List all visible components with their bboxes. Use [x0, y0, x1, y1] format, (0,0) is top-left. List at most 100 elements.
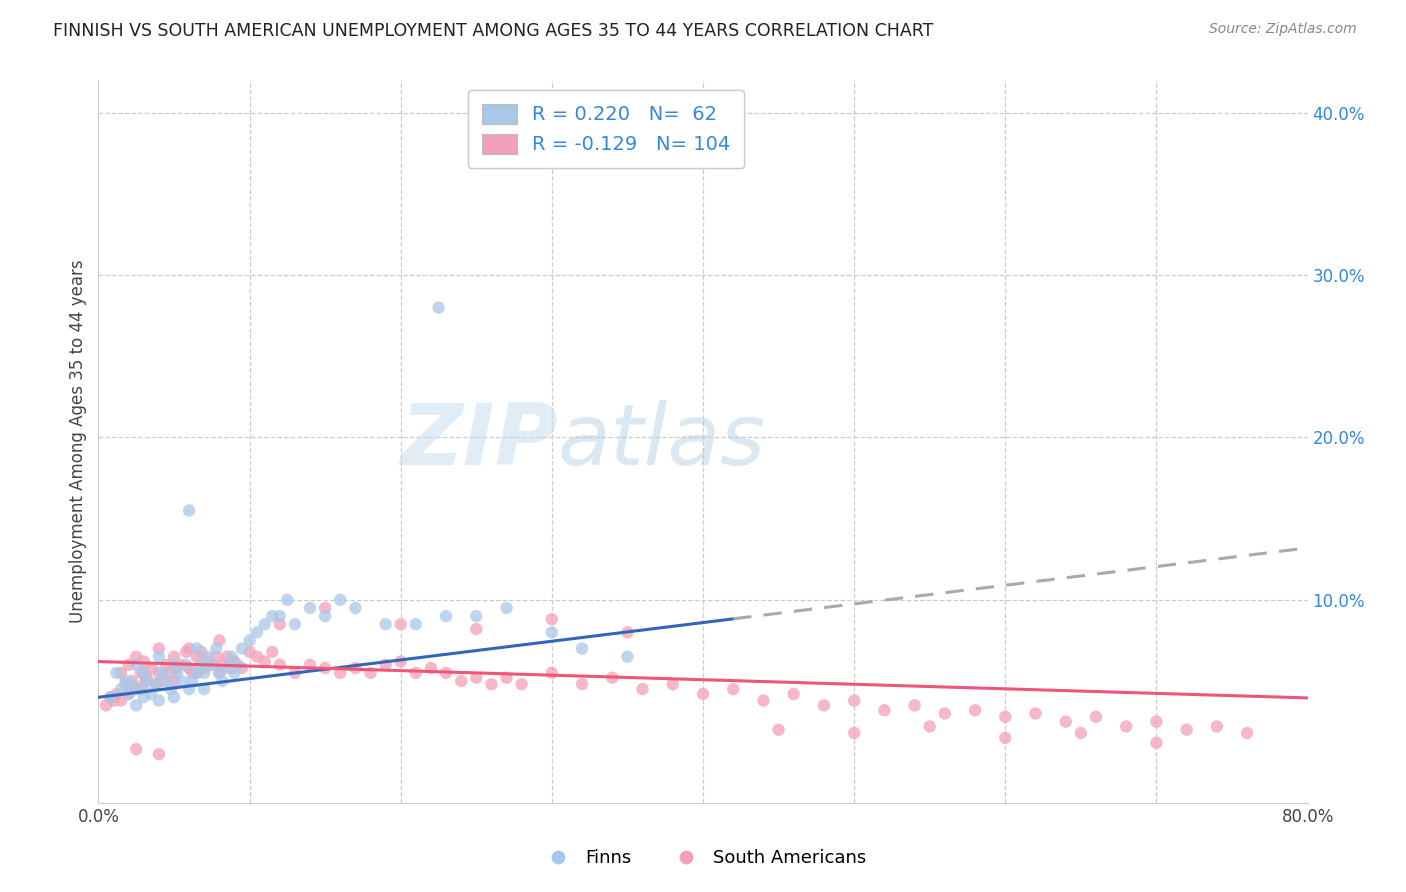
Point: [844, 726, 866, 740]
Point: [450, 673, 472, 688]
Point: [495, 671, 517, 685]
Point: [121, 677, 143, 691]
Point: [208, 665, 231, 680]
Point: [179, 661, 201, 675]
Point: [163, 690, 186, 705]
Point: [186, 641, 208, 656]
Point: [299, 601, 322, 615]
Point: [160, 682, 183, 697]
Point: [125, 682, 148, 697]
Point: [231, 661, 253, 675]
Point: [163, 649, 186, 664]
Point: [148, 649, 170, 664]
Point: [150, 673, 173, 688]
Point: [465, 609, 488, 624]
Point: [389, 617, 412, 632]
Point: [125, 657, 148, 672]
Point: [965, 703, 987, 717]
Point: [616, 625, 638, 640]
Point: [661, 677, 683, 691]
Point: [389, 655, 412, 669]
Point: [215, 661, 238, 675]
Point: [129, 682, 152, 697]
Point: [540, 625, 562, 640]
Point: [495, 601, 517, 615]
Point: [132, 665, 155, 680]
Point: [148, 641, 170, 656]
Point: [253, 617, 276, 632]
Point: [181, 673, 204, 688]
Point: [148, 747, 170, 761]
Point: [132, 655, 155, 669]
Point: [114, 673, 136, 688]
Point: [873, 703, 896, 717]
Point: [181, 665, 204, 680]
Point: [299, 657, 322, 672]
Point: [752, 693, 775, 707]
Point: [114, 677, 136, 691]
Point: [465, 671, 488, 685]
Point: [269, 657, 291, 672]
Point: [135, 673, 157, 688]
Point: [329, 665, 352, 680]
Text: FINNISH VS SOUTH AMERICAN UNEMPLOYMENT AMONG AGES 35 TO 44 YEARS CORRELATION CHA: FINNISH VS SOUTH AMERICAN UNEMPLOYMENT A…: [53, 22, 934, 40]
Point: [195, 649, 218, 664]
Point: [329, 592, 352, 607]
Point: [723, 682, 745, 697]
Point: [994, 731, 1017, 745]
Point: [269, 617, 291, 632]
Point: [344, 601, 367, 615]
Point: [692, 687, 714, 701]
Point: [150, 665, 173, 680]
Point: [540, 612, 562, 626]
Point: [103, 693, 125, 707]
Point: [246, 649, 269, 664]
Point: [1236, 726, 1258, 740]
Point: [141, 687, 163, 701]
Point: [121, 673, 143, 688]
Point: [434, 609, 457, 624]
Point: [155, 657, 177, 672]
Point: [174, 645, 197, 659]
Point: [160, 665, 183, 680]
Point: [224, 655, 246, 669]
Point: [405, 665, 427, 680]
Point: [1144, 736, 1167, 750]
Point: [105, 687, 128, 701]
Point: [434, 665, 457, 680]
Point: [145, 677, 167, 691]
Point: [262, 645, 284, 659]
Point: [420, 661, 443, 675]
Point: [314, 661, 336, 675]
Point: [284, 617, 307, 632]
Point: [163, 673, 186, 688]
Point: [132, 677, 155, 691]
Y-axis label: Unemployment Among Ages 35 to 44 years: Unemployment Among Ages 35 to 44 years: [69, 260, 87, 624]
Point: [125, 649, 148, 664]
Point: [1144, 714, 1167, 729]
Point: [166, 665, 188, 680]
Point: [481, 677, 503, 691]
Point: [239, 633, 262, 648]
Point: [1115, 719, 1137, 733]
Point: [132, 690, 155, 705]
Point: [110, 693, 132, 707]
Point: [179, 641, 201, 656]
Point: [616, 649, 638, 664]
Point: [540, 665, 562, 680]
Point: [360, 665, 382, 680]
Point: [427, 301, 450, 315]
Point: [201, 657, 224, 672]
Point: [148, 693, 170, 707]
Point: [193, 682, 215, 697]
Point: [135, 671, 157, 685]
Point: [253, 655, 276, 669]
Point: [1175, 723, 1198, 737]
Point: [510, 677, 533, 691]
Point: [813, 698, 835, 713]
Point: [262, 609, 284, 624]
Point: [314, 601, 336, 615]
Point: [994, 710, 1017, 724]
Point: [118, 687, 141, 701]
Point: [195, 655, 218, 669]
